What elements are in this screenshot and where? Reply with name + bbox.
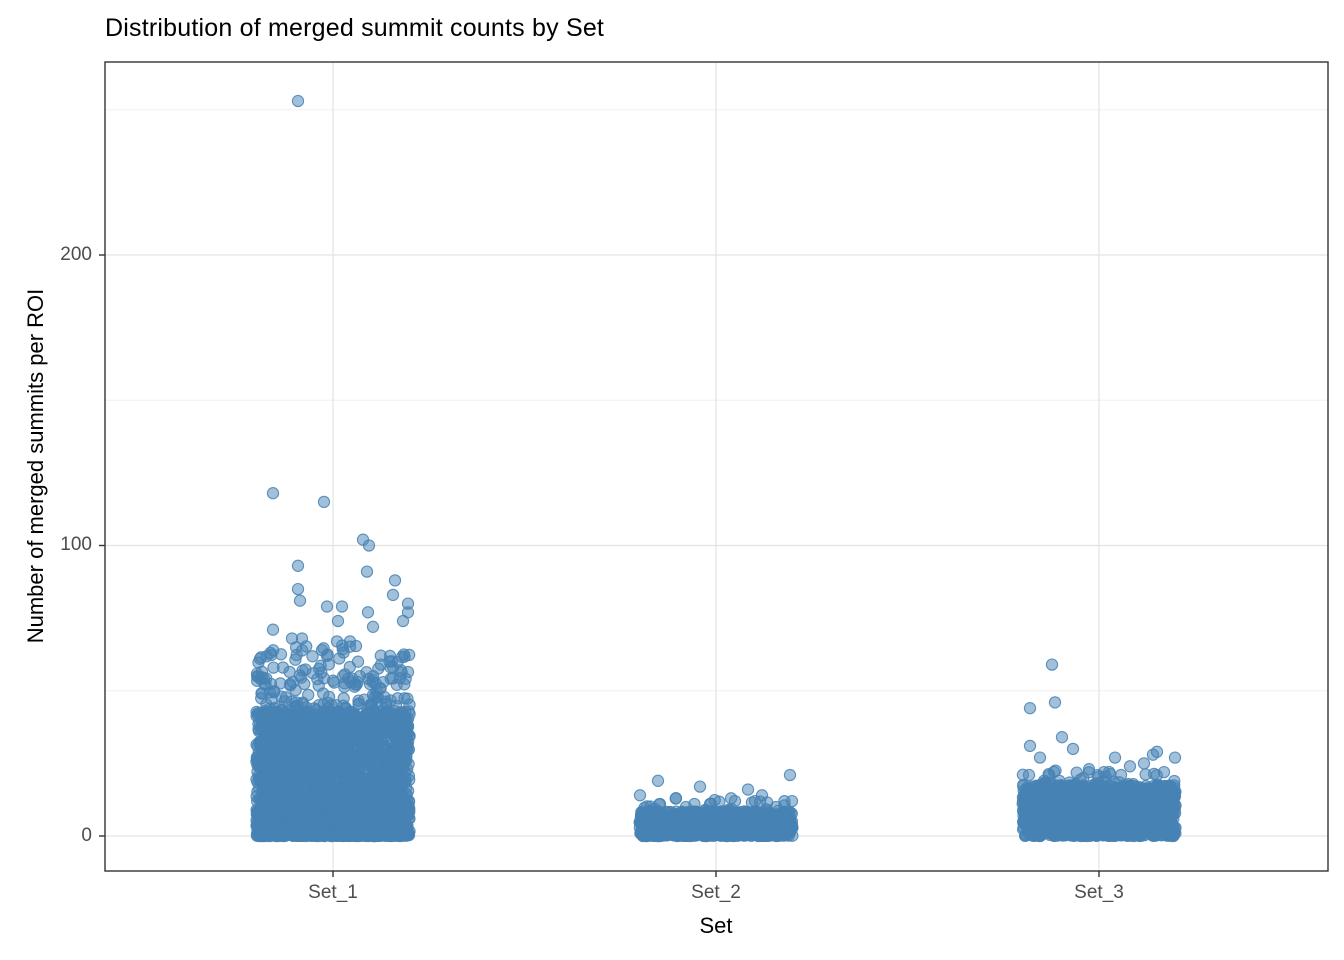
- points-set_3: [1016, 658, 1182, 843]
- y-axis-title: Number of merged summits per ROI: [23, 288, 48, 644]
- axis-ticks: [99, 254, 1100, 877]
- x-tick-label-set-3: Set_3: [1074, 882, 1124, 903]
- points-set_2: [633, 768, 799, 843]
- points-set_1: [250, 94, 416, 843]
- y-tick-label-100: 100: [60, 534, 92, 555]
- x-tick-label-set-1: Set_1: [308, 882, 358, 903]
- x-tick-label-set-2: Set_2: [691, 882, 741, 903]
- y-tick-label-0: 0: [81, 825, 92, 846]
- y-tick-label-200: 200: [60, 244, 92, 265]
- chart-title: Distribution of merged summit counts by …: [105, 14, 605, 42]
- x-axis-title: Set: [699, 913, 733, 938]
